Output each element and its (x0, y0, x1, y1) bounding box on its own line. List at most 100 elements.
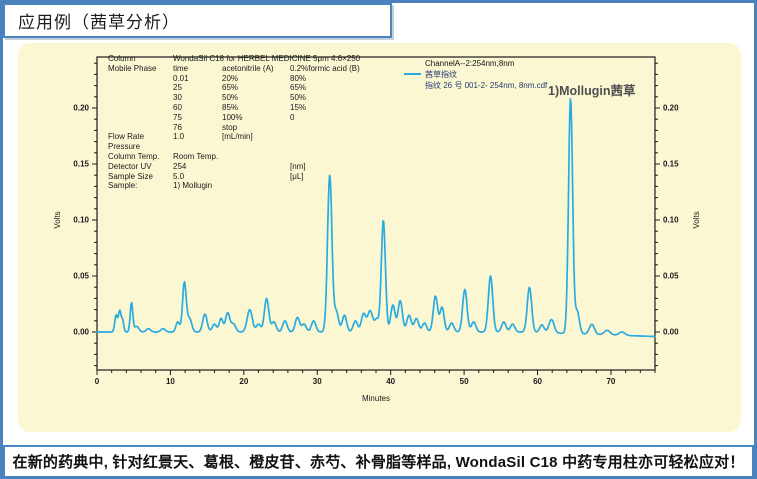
conditions-cell (108, 113, 173, 123)
title-bar: 应用例（茜草分析） (3, 3, 392, 38)
svg-text:0.15: 0.15 (663, 160, 679, 169)
conditions-row: Mobile Phase time acetonitrile (A) 0.2%form… (108, 64, 360, 74)
conditions-cell: 5.0 (173, 171, 185, 181)
conditions-cell: Flow Rate (108, 132, 145, 142)
conditions-cell: Detector UV (108, 161, 152, 171)
conditions-cell (222, 172, 290, 182)
axes (92, 56, 660, 375)
svg-text:50: 50 (460, 377, 469, 386)
chart-legend: ChannelA--2:254nm,8nm 茜草指纹 指纹 26 号 001-2… (404, 58, 548, 91)
conditions-cell: Sample Size (108, 171, 153, 181)
conditions-cell: 75 (173, 112, 182, 122)
svg-text:0.05: 0.05 (73, 272, 89, 281)
svg-text:0.00: 0.00 (663, 328, 679, 337)
conditions-row: Detector UV 254 [nm] (108, 162, 360, 172)
svg-text:60: 60 (533, 377, 542, 386)
legend-series-label: 茜草指纹 (425, 70, 457, 79)
conditions-cell: 50% (290, 93, 307, 103)
conditions-row: Sample Size 5.0 [μL] (108, 172, 360, 182)
page-title: 应用例（茜草分析） (18, 13, 180, 32)
conditions-row: 0.01 20% 80% (108, 74, 360, 84)
conditions-cell: 100% (222, 112, 243, 122)
conditions-cell: 15% (290, 102, 307, 112)
conditions-row: Flow Rate 1.0 [mL/min] (108, 132, 360, 142)
conditions-cell (108, 103, 173, 113)
conditions-cell (222, 152, 290, 162)
conditions-cell: Pressure (108, 142, 141, 152)
svg-text:0.10: 0.10 (73, 216, 89, 225)
conditions-cell: 0.01 (173, 73, 189, 83)
conditions-cell (222, 162, 290, 172)
conditions-cell (222, 181, 290, 191)
axis-titles: Minutes Volts Volts (53, 211, 701, 403)
conditions-cell: 65% (222, 83, 239, 93)
peak-annotation: 1)Mollugin茜草 (548, 84, 636, 98)
conditions-cell (108, 74, 173, 84)
conditions-cell: stop (222, 122, 238, 132)
svg-text:Volts: Volts (53, 211, 62, 228)
conditions-cell: Room Temp. (173, 151, 219, 161)
svg-text:0.20: 0.20 (663, 104, 679, 113)
conditions-cell: 20% (222, 73, 239, 83)
conditions-cell: 0.2%formic acid (B) (290, 63, 360, 73)
svg-text:10: 10 (166, 377, 175, 386)
conditions-cell: 25 (173, 83, 182, 93)
conditions-row: 76 stop (108, 123, 360, 133)
svg-text:0.10: 0.10 (663, 216, 679, 225)
conditions-row: Pressure (108, 142, 360, 152)
svg-text:40: 40 (386, 377, 395, 386)
conditions-cell: 30 (173, 93, 182, 103)
conditions-row: Sample: 1) Mollugin (108, 181, 360, 191)
conditions-cell (108, 93, 173, 103)
svg-text:Volts: Volts (692, 211, 701, 228)
svg-text:Minutes: Minutes (362, 394, 390, 403)
svg-text:0.00: 0.00 (73, 328, 89, 337)
conditions-cell: 76 (173, 122, 182, 132)
conditions-row: 75 100% 0 (108, 113, 360, 123)
content-panel: 0.00 0.00 0.05 0.05 0.10 0.10 0.15 0.15 0.20 0.20… (18, 43, 741, 432)
conditions-row: 30 50% 50% (108, 93, 360, 103)
conditions-row: Column WondaSil C18 for HERBEL MEDICINE 5… (108, 54, 360, 64)
conditions-cell (222, 142, 290, 152)
conditions-cell (173, 142, 222, 152)
conditions-cell: 50% (222, 93, 239, 103)
conditions-cell: Column Temp. (108, 151, 160, 161)
conditions-cell (222, 54, 290, 64)
conditions-cell: 0 (290, 112, 295, 122)
conditions-cell: 85% (222, 102, 239, 112)
conditions-cell: WondaSil C18 for HERBEL MEDICINE 5μm 4.6… (173, 54, 361, 63)
conditions-cell: 60 (173, 102, 182, 112)
bottom-note: 在新的药典中, 针对红景天、葛根、橙皮苷、赤芍、补骨脂等样品, WondaSil… (12, 454, 745, 471)
svg-text:0: 0 (95, 377, 100, 386)
conditions-cell: Sample: (108, 181, 138, 191)
conditions-row: Column Temp. Room Temp. (108, 152, 360, 162)
conditions-cell: time (173, 63, 189, 73)
legend-channel-label: ChannelA--2:254nm,8nm (425, 59, 515, 68)
svg-text:0.05: 0.05 (663, 272, 679, 281)
legend-file-label: 指纹 26 号 001-2- 254nm, 8nm.cdf (425, 81, 548, 90)
conditions-cell (108, 83, 173, 93)
svg-text:20: 20 (239, 377, 248, 386)
conditions-table: Column WondaSil C18 for HERBEL MEDICINE 5… (108, 54, 360, 191)
conditions-cell: 254 (173, 161, 187, 171)
conditions-cell: [μL] (290, 171, 304, 181)
conditions-cell: acetonitrile (A) (222, 63, 274, 73)
chromatogram-trace (96, 97, 656, 338)
conditions-row: 25 65% 65% (108, 83, 360, 93)
conditions-cell: Column (108, 54, 136, 63)
conditions-cell: 80% (290, 73, 307, 83)
conditions-cell: 65% (290, 83, 307, 93)
conditions-cell: [mL/min] (222, 132, 253, 142)
legend-line-swatch (404, 73, 421, 75)
conditions-cell (108, 123, 173, 133)
legend-series-row: 茜草指纹 (404, 69, 547, 80)
svg-text:30: 30 (313, 377, 322, 386)
svg-text:70: 70 (606, 377, 615, 386)
conditions-row: 60 85% 15% (108, 103, 360, 113)
conditions-cell: Mobile Phase (108, 63, 157, 73)
bottom-bar: 在新的药典中, 针对红景天、葛根、橙皮苷、赤芍、补骨脂等样品, WondaSil… (3, 445, 754, 476)
chromatogram-chart: 0.00 0.00 0.05 0.05 0.10 0.10 0.15 0.15 0.20 0.20… (53, 56, 701, 403)
conditions-cell: [nm] (290, 161, 306, 171)
conditions-cell: 1.0 (173, 132, 185, 142)
